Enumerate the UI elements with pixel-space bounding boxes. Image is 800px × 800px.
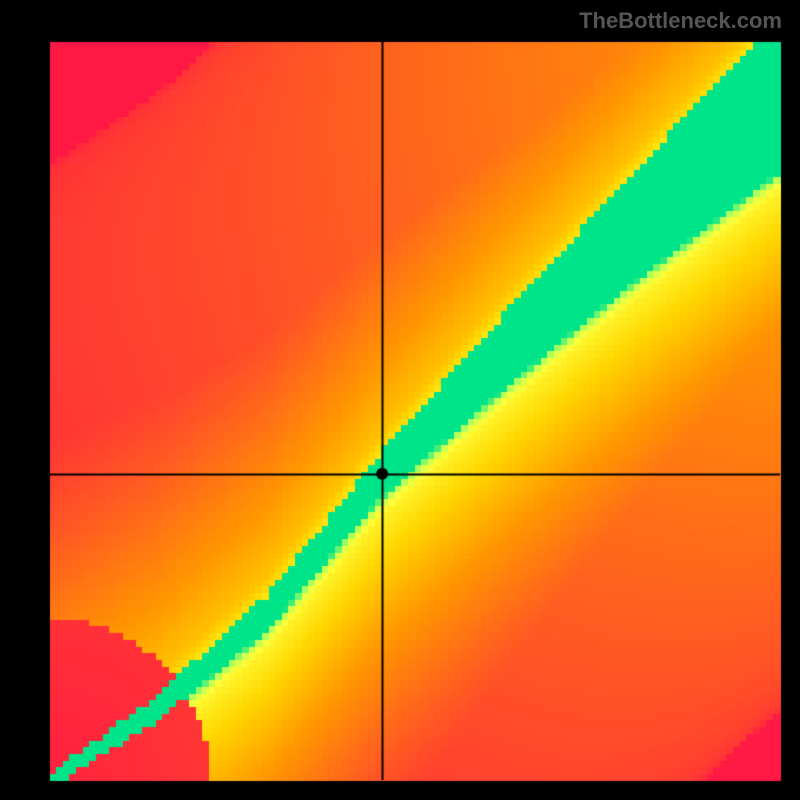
bottleneck-heatmap (0, 0, 800, 800)
watermark-text: TheBottleneck.com (579, 8, 782, 34)
figure-root: TheBottleneck.com (0, 0, 800, 800)
